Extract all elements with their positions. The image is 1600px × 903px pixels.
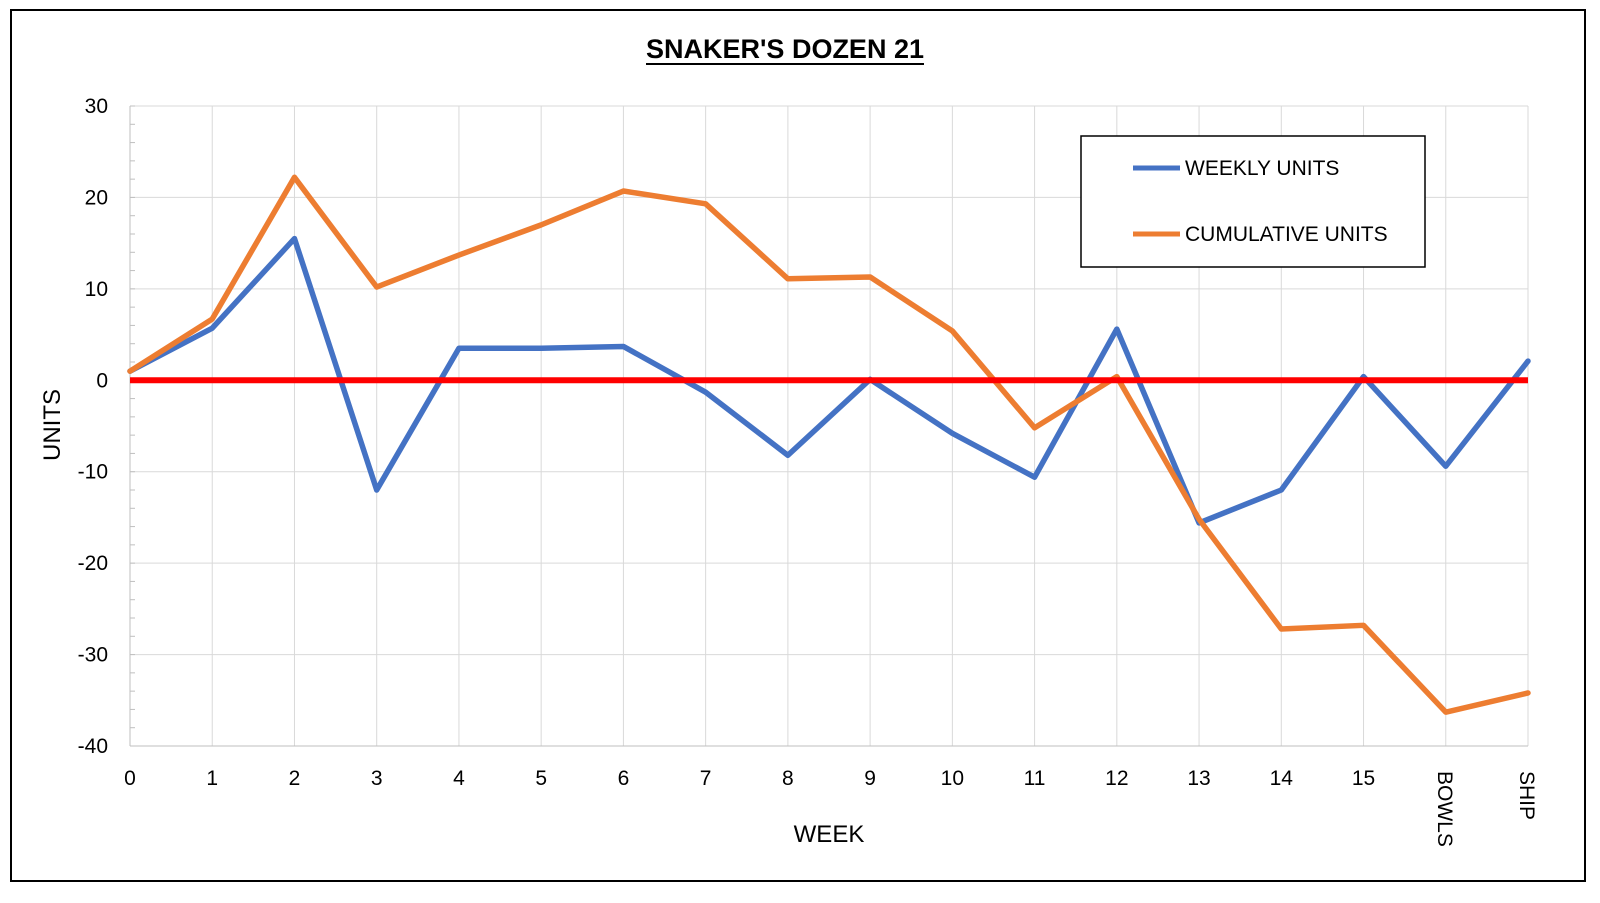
data-point <box>1363 624 1365 626</box>
legend: WEEKLY UNITS CUMULATIVE UNITS <box>1080 135 1426 268</box>
chart-title: SNAKER'S DOZEN 21 <box>646 34 924 64</box>
data-point <box>129 370 131 372</box>
data-point <box>951 432 953 434</box>
x-tick-label: 1 <box>206 767 218 790</box>
y-tick-label: 10 <box>85 278 108 301</box>
chart-frame <box>10 9 1586 882</box>
x-tick-label: 0 <box>124 767 136 790</box>
data-point <box>293 176 295 178</box>
y-tick-label: 20 <box>85 186 108 209</box>
y-tick-label: -40 <box>78 735 108 758</box>
data-point <box>1280 628 1282 630</box>
x-tick-label: BOWLS <box>1433 771 1456 847</box>
data-point <box>1034 476 1036 478</box>
x-tick-label: 11 <box>1024 767 1046 790</box>
y-tick-label: -20 <box>78 552 108 575</box>
y-tick-label: 0 <box>96 369 108 392</box>
y-tick-label: -10 <box>78 461 108 484</box>
x-tick-label: 12 <box>1105 767 1128 790</box>
legend-box <box>1080 135 1426 268</box>
x-tick-label: 14 <box>1270 767 1294 790</box>
x-tick-label: 9 <box>864 767 876 790</box>
data-point <box>1363 376 1365 378</box>
x-tick-label: 8 <box>782 767 794 790</box>
data-point <box>1280 489 1282 491</box>
data-point <box>705 203 707 205</box>
x-tick-label: 15 <box>1352 767 1375 790</box>
x-tick-label: 2 <box>289 767 301 790</box>
series-line-cumulative-units <box>127 174 1531 715</box>
data-point <box>540 347 542 349</box>
x-tick-label: 7 <box>700 767 712 790</box>
data-point <box>211 318 213 320</box>
data-point <box>376 489 378 491</box>
legend-label-weekly-units: WEEKLY UNITS <box>1185 157 1339 180</box>
x-tick-label: 3 <box>371 767 383 790</box>
data-point <box>1116 328 1118 330</box>
data-point <box>869 276 871 278</box>
data-point <box>787 278 789 280</box>
data-point <box>622 345 624 347</box>
data-point <box>951 330 953 332</box>
x-axis-title: WEEK <box>794 821 865 848</box>
data-point <box>787 454 789 456</box>
data-point <box>1116 376 1118 378</box>
x-tick-label: 6 <box>618 767 630 790</box>
x-tick-label: 13 <box>1187 767 1210 790</box>
x-tick-label: SHIP <box>1515 771 1538 820</box>
data-point <box>622 190 624 192</box>
series-line-weekly-units <box>127 235 1531 526</box>
x-tick-label: 5 <box>535 767 547 790</box>
y-tick-label: 30 <box>85 95 108 118</box>
data-point <box>540 224 542 226</box>
data-point <box>1445 465 1447 467</box>
data-point <box>1527 692 1529 694</box>
data-point <box>1527 360 1529 362</box>
data-point <box>458 347 460 349</box>
y-tick-label: -30 <box>78 644 108 667</box>
data-point <box>1034 427 1036 429</box>
x-tick-label: 4 <box>453 767 465 790</box>
data-point <box>458 254 460 256</box>
legend-label-cumulative-units: CUMULATIVE UNITS <box>1185 223 1388 246</box>
data-point <box>376 286 378 288</box>
data-point <box>1445 711 1447 713</box>
data-point <box>211 327 213 329</box>
data-point <box>1198 518 1200 520</box>
x-tick-label: 10 <box>941 767 964 790</box>
data-point <box>293 238 295 240</box>
y-axis-title: UNITS <box>39 389 66 461</box>
data-point <box>705 391 707 393</box>
